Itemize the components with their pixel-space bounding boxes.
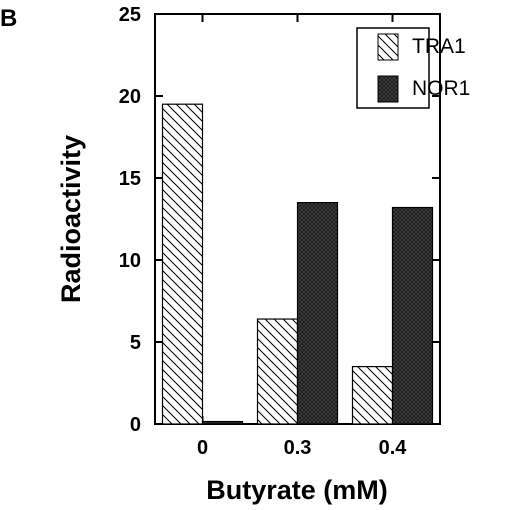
legend: TRA1 NOR1: [356, 27, 470, 109]
x-tick-label: 0: [197, 437, 208, 459]
bar-nor1-0.4: [391, 206, 434, 425]
y-axis-title: Radioactivity: [56, 135, 86, 303]
y-tick-label: 5: [130, 332, 141, 354]
y-tick-label: 10: [119, 250, 141, 272]
y-tick-label: 25: [119, 4, 141, 26]
bar-tra1-0.3: [256, 318, 299, 425]
legend-swatch-nor1: [377, 75, 399, 103]
legend-label-tra1: TRA1: [412, 35, 466, 58]
bar-nor1-0.3: [296, 202, 339, 425]
bar-nor1-0: [201, 420, 244, 425]
panel-label: B: [0, 5, 17, 32]
bar-tra1-0.4: [351, 366, 394, 425]
x-tick-label: 0.4: [379, 437, 408, 459]
y-tick-label: 20: [119, 86, 141, 108]
y-axis-ticks: 0 5 10 15 20 25: [119, 4, 440, 436]
legend-label-nor1: NOR1: [412, 77, 470, 100]
y-tick-label: 0: [130, 414, 141, 436]
legend-swatch-tra1: [377, 33, 399, 61]
y-tick-label: 15: [119, 168, 141, 190]
x-tick-label: 0.3: [284, 437, 312, 459]
bars-group: [161, 103, 434, 425]
x-axis-ticks: 0 0.3 0.4: [197, 14, 407, 459]
x-axis-title: Butyrate (mM): [206, 475, 388, 505]
bar-tra1-0: [161, 103, 204, 425]
